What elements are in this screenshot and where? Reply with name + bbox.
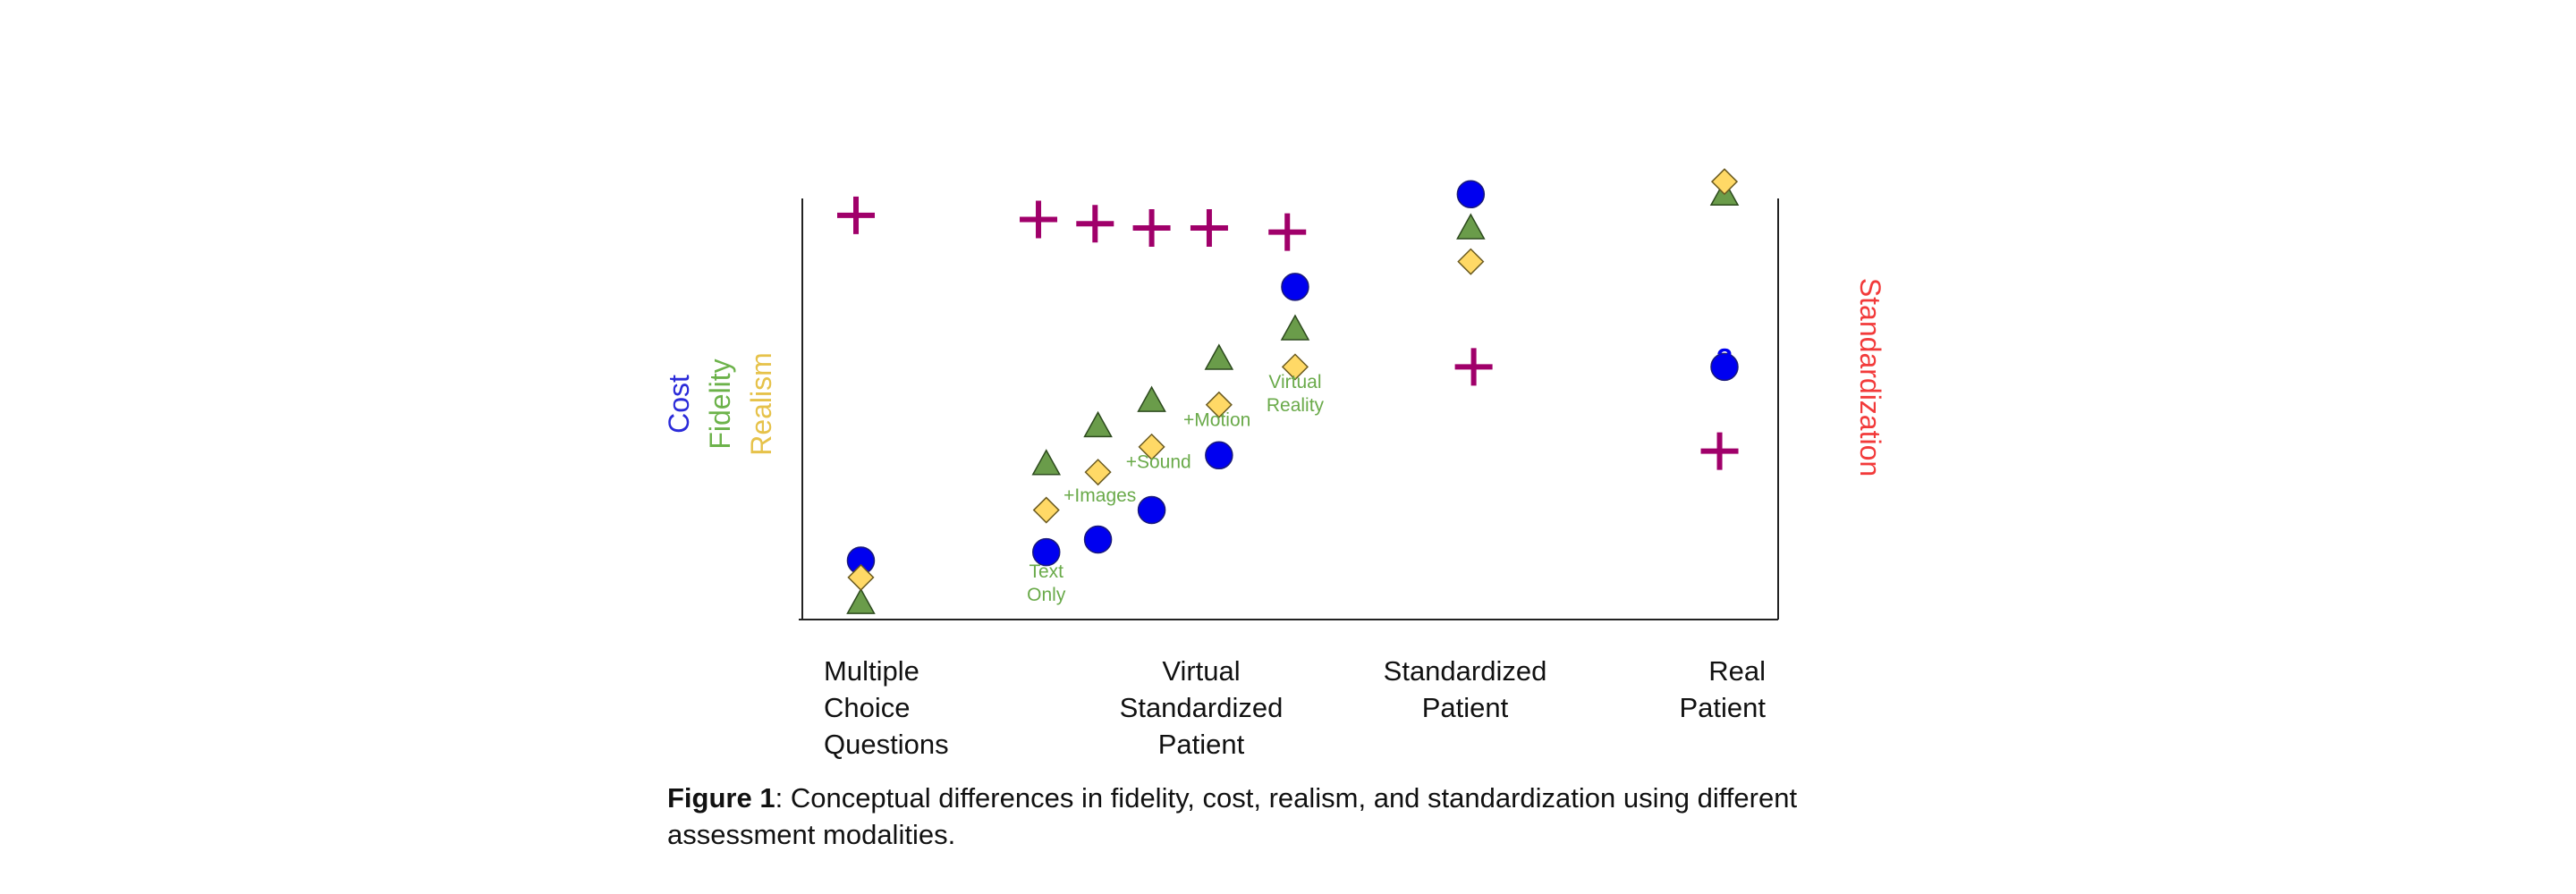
cost-point-2 (1032, 537, 1061, 567)
annotation-4: +Motion (1183, 409, 1250, 430)
annotation-3: +Sound (1126, 451, 1191, 472)
realism-point-7 (1457, 248, 1485, 275)
standardization-point-6 (1268, 213, 1307, 251)
caption-figure-number: Figure 1 (667, 782, 775, 814)
cost-point-3 (1083, 525, 1113, 554)
realism-point-1 (847, 563, 875, 591)
cost-point-5 (1205, 441, 1233, 470)
fidelity-point-2 (1031, 449, 1062, 476)
annotation-5: Virtual Reality (1267, 372, 1325, 416)
fidelity-point-6 (1280, 314, 1310, 341)
standardization-point-8 (1700, 432, 1739, 470)
annotation-1: Text Only (1027, 561, 1066, 605)
standardization-point-5 (1190, 208, 1228, 247)
fidelity-point-3 (1083, 410, 1113, 438)
annotation-6: ? (1716, 343, 1733, 373)
left-axis-label-cost: Cost (663, 375, 695, 434)
realism-point-6 (1281, 353, 1309, 381)
cost-point-7 (1456, 180, 1486, 209)
caption-text: : Conceptual differences in fidelity, co… (667, 782, 1798, 850)
fidelity-point-4 (1137, 385, 1166, 412)
axis-labels: Cost Fidelity Realism Standardization (663, 278, 1886, 477)
annotation-2: +Images (1063, 485, 1136, 506)
category-label-1: Multiple Choice Questions (824, 655, 949, 760)
realism-point-2 (1032, 496, 1060, 524)
cost-point-4 (1137, 495, 1166, 525)
realism-point-3 (1084, 459, 1112, 486)
realism-point-5 (1205, 391, 1233, 418)
standardization-point-3 (1076, 205, 1114, 243)
cost-point-8 (1710, 352, 1739, 382)
realism-point-8 (1710, 168, 1739, 196)
figure-caption: Figure 1: Conceptual differences in fide… (667, 780, 1830, 853)
annotations: Text Only +Images +Sound +Motion Virtual Reali… (1027, 343, 1733, 605)
standardization-point-1 (837, 196, 876, 234)
standardization-point-7 (1454, 348, 1493, 386)
plot-axes (799, 198, 1779, 620)
right-axis-label-standardization: Standardization (1854, 278, 1886, 477)
category-label-2: Virtual Standardized Patient (1119, 655, 1284, 760)
standardization-point-4 (1132, 208, 1171, 247)
left-axis-label-realism: Realism (745, 352, 777, 456)
cost-point-6 (1281, 273, 1309, 301)
fidelity-point-7 (1456, 213, 1486, 240)
standardization-point-2 (1020, 200, 1058, 239)
fidelity-point-5 (1204, 343, 1234, 370)
category-label-3: Standardized Patient (1383, 655, 1547, 723)
realism-point-4 (1138, 433, 1165, 460)
data-marks (837, 168, 1740, 614)
left-axis-label-fidelity: Fidelity (704, 358, 736, 449)
category-label-4: Real Patient (1679, 655, 1766, 723)
fidelity-point-1 (846, 587, 876, 614)
